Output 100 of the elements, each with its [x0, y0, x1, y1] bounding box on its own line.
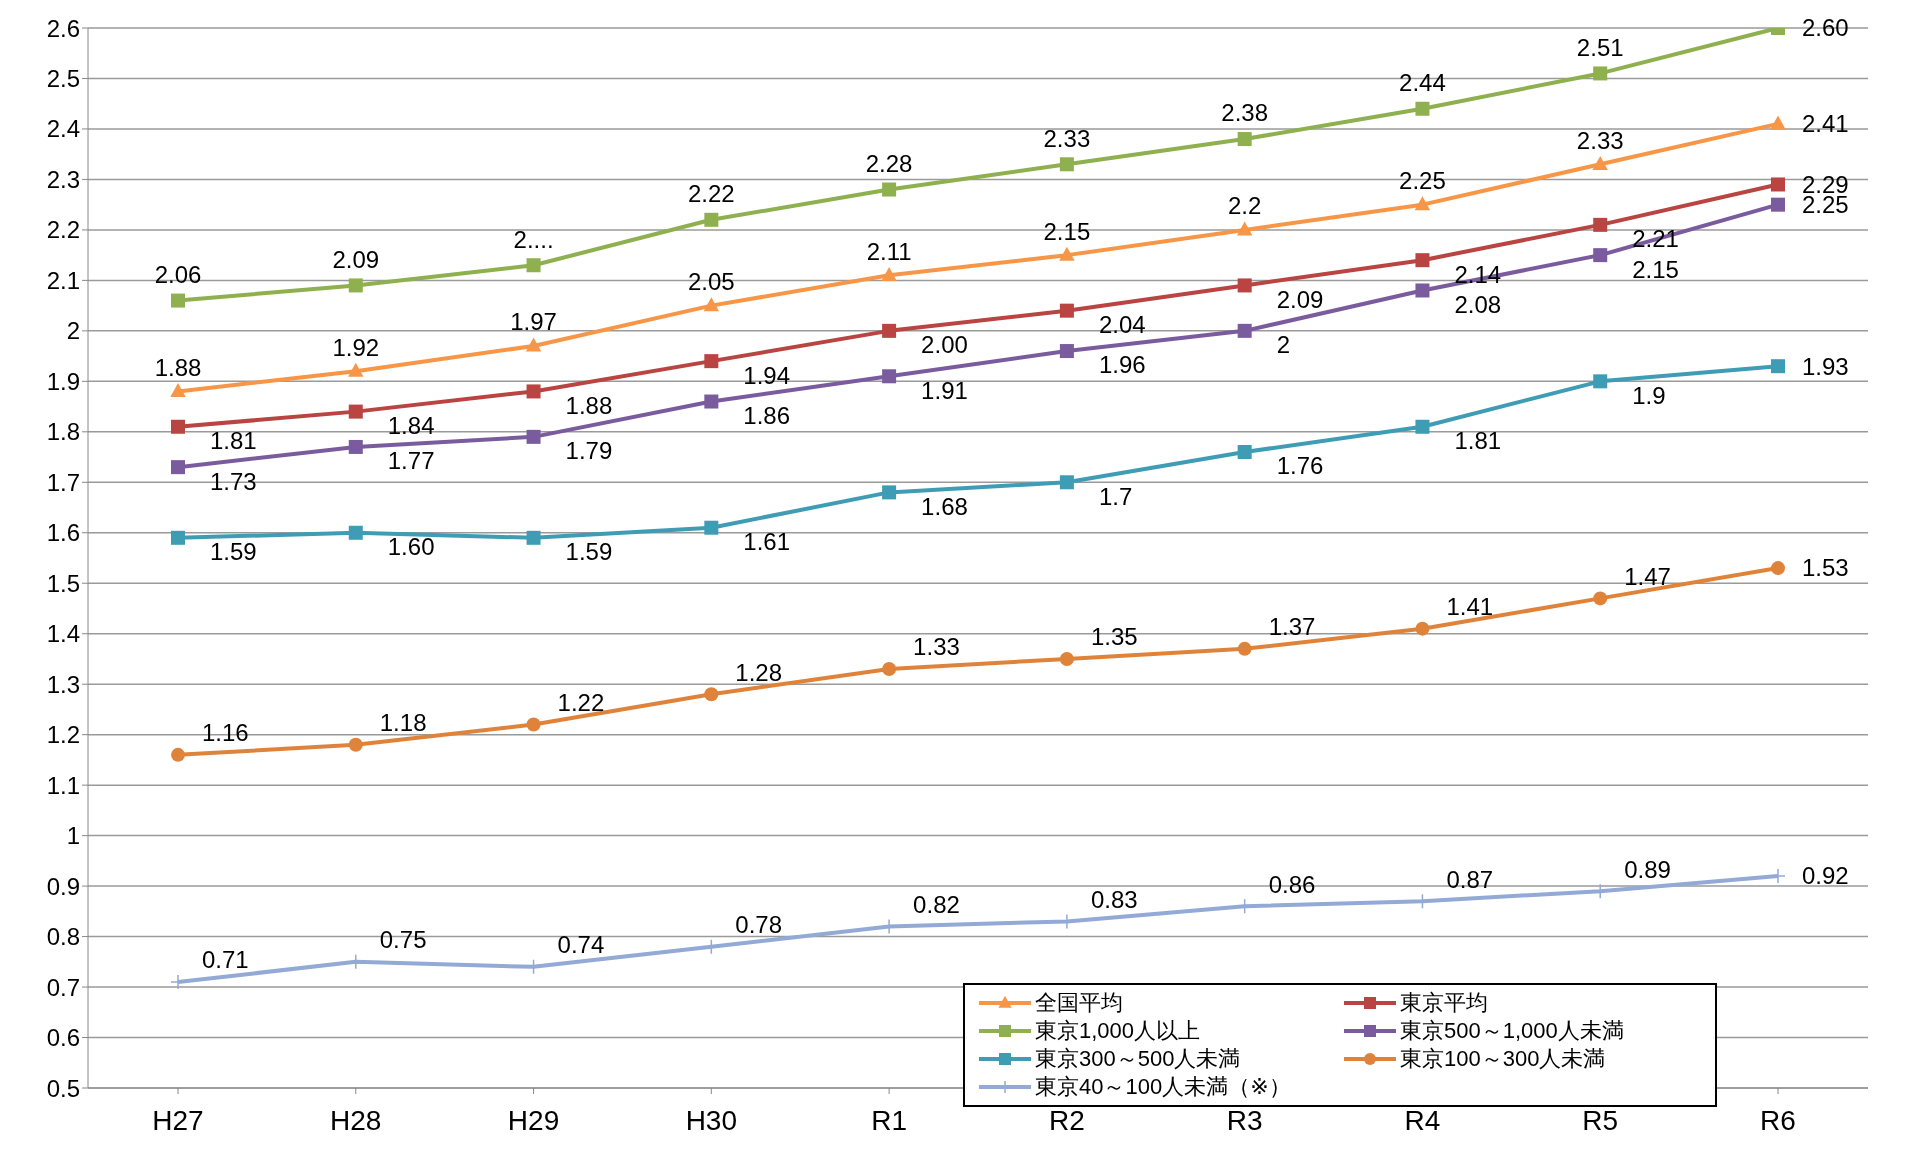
- data-label: 0.92: [1802, 862, 1849, 890]
- y-tick-label: 2.6: [46, 14, 80, 42]
- data-label: 2.15: [1043, 217, 1091, 245]
- point: [1237, 323, 1252, 338]
- data-label: 1.97: [510, 308, 557, 336]
- point: [1059, 651, 1074, 666]
- point: [1059, 475, 1074, 490]
- x-tick-label: R1: [871, 1104, 908, 1136]
- point: [171, 419, 185, 434]
- point: [1059, 157, 1074, 172]
- point: [881, 266, 897, 281]
- point: [1593, 374, 1608, 389]
- legend-label: 東京300～500人未満: [1035, 1045, 1241, 1073]
- point: [703, 297, 720, 312]
- point: [704, 394, 719, 409]
- point: [1593, 217, 1608, 232]
- data-label: 1.59: [565, 538, 613, 566]
- point: [1771, 359, 1785, 374]
- y-tick-label: 2.1: [46, 266, 80, 294]
- data-label: 0.75: [379, 926, 427, 954]
- data-label: 2.25: [1399, 167, 1446, 195]
- data-label: 1.91: [921, 376, 968, 404]
- point: [526, 429, 541, 444]
- data-label: 1.28: [735, 658, 783, 686]
- legend-label: 東京100～300人未満: [1400, 1045, 1606, 1073]
- point: [882, 323, 897, 338]
- point: [1415, 101, 1430, 116]
- legend-label: 東京40～100人未満（※）: [1035, 1073, 1291, 1101]
- point: [348, 439, 363, 454]
- point: [1237, 278, 1252, 293]
- point: [1059, 344, 1074, 359]
- data-label: 2.38: [1221, 99, 1269, 127]
- y-tick-label: 0.8: [46, 923, 80, 951]
- point: [348, 525, 363, 540]
- x-tick-label: R6: [1760, 1104, 1796, 1136]
- point: [882, 369, 897, 384]
- point: [348, 278, 363, 293]
- data-label: 0.83: [1090, 885, 1138, 913]
- data-label: 2.33: [1576, 126, 1624, 154]
- point: [348, 362, 364, 377]
- point: [171, 460, 185, 475]
- x-tick-label: H30: [685, 1104, 738, 1136]
- point: [526, 384, 541, 399]
- y-tick-label: 1.5: [46, 569, 80, 597]
- data-label: 1.96: [1098, 351, 1146, 379]
- data-label: 1.61: [743, 528, 791, 556]
- data-label: 1.41: [1446, 593, 1494, 621]
- point: [348, 737, 363, 752]
- data-label: 1.88: [565, 391, 613, 419]
- data-label: 1.86: [743, 401, 791, 429]
- point: [526, 530, 541, 545]
- data-label: 2.00: [921, 331, 968, 359]
- y-tick-label: 1.1: [46, 771, 80, 799]
- y-tick-label: 1: [66, 822, 80, 850]
- data-label: 1.73: [210, 467, 257, 495]
- y-tick-label: 1.8: [46, 418, 80, 446]
- legend-label: 東京平均: [1400, 989, 1488, 1017]
- data-label: 1.76: [1276, 452, 1324, 480]
- data-label: 2: [1276, 331, 1291, 359]
- y-tick-label: 1.2: [46, 721, 80, 749]
- data-label: 0.71: [202, 946, 249, 974]
- y-tick-label: 0.7: [46, 973, 80, 1001]
- data-label: 1.68: [921, 492, 968, 520]
- point: [882, 182, 897, 197]
- x-tick-label: R5: [1582, 1104, 1619, 1136]
- data-label: 0.78: [735, 911, 783, 939]
- point: [1771, 177, 1785, 192]
- point: [1593, 248, 1608, 263]
- y-tick-label: 1.6: [46, 519, 80, 547]
- data-label: 1.18: [379, 709, 427, 737]
- point: [704, 520, 719, 535]
- y-tick-label: 2.2: [46, 216, 80, 244]
- point: [1593, 591, 1608, 606]
- data-label: 1.47: [1624, 562, 1671, 590]
- point: [171, 293, 185, 308]
- point: [170, 383, 186, 398]
- data-label: 1.16: [202, 719, 249, 747]
- data-label: 2.08: [1454, 290, 1502, 318]
- y-tick-label: 2.5: [46, 65, 80, 92]
- data-label: 1.33: [913, 633, 960, 661]
- data-label: 2.15: [1632, 255, 1679, 283]
- data-label: 0.89: [1624, 855, 1671, 883]
- point: [1415, 621, 1430, 636]
- x-tick-label: H28: [330, 1104, 382, 1136]
- data-label: 1.37: [1268, 613, 1316, 641]
- point: [882, 662, 897, 677]
- data-label: 1.77: [387, 447, 435, 475]
- data-label: 2.33: [1043, 124, 1091, 152]
- data-label: 2.41: [1802, 110, 1849, 138]
- point: [704, 687, 719, 702]
- y-tick-label: 0.9: [46, 872, 80, 900]
- x-tick-label: H29: [507, 1104, 560, 1136]
- point: [1059, 303, 1074, 318]
- point: [1237, 132, 1252, 147]
- y-tick-label: 1.3: [46, 670, 80, 698]
- y-tick-label: 2.4: [46, 115, 80, 143]
- y-tick-label: 0.6: [46, 1024, 80, 1052]
- data-label: 0.86: [1268, 870, 1316, 898]
- point: [1415, 419, 1430, 434]
- y-tick-label: 1.9: [46, 367, 80, 395]
